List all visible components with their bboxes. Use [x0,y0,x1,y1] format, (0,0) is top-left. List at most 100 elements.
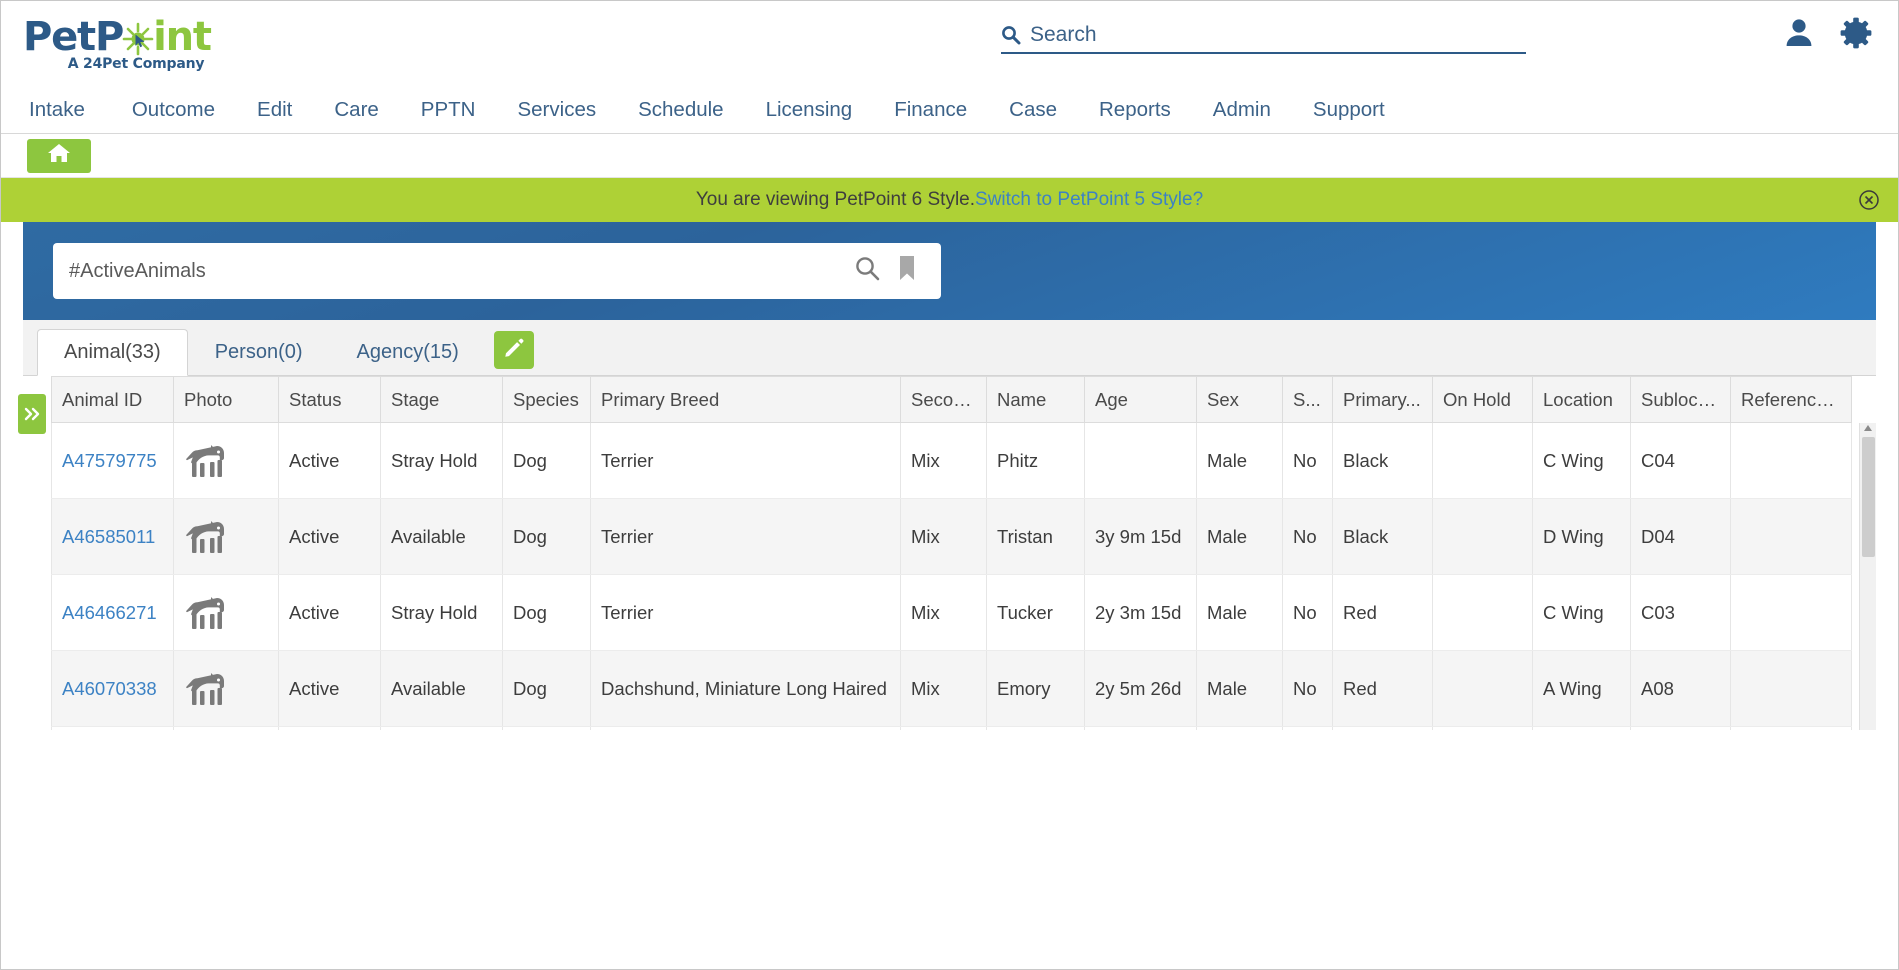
edit-columns-button[interactable] [493,331,534,369]
table-row[interactable]: A45453899 ActiveEvaluateCatDomestic Short… [51,726,1852,730]
cell-altered: No [1282,650,1333,727]
tab-animal-label: Animal(33) [64,341,161,363]
table-row[interactable]: A46585011 Active Available Dog Terrier Mix Tri… [51,498,1852,575]
petpoint-logo[interactable]: PetP int A 24Pet Company [23,16,223,72]
cell-status: Active [278,726,381,730]
cell-primary-breed: Terrier [590,574,901,651]
column-header-altered[interactable]: S... [1282,376,1333,423]
search-icon[interactable] [854,255,881,287]
cell-on-hold [1432,650,1533,727]
cell-animal-id[interactable]: A47579775 [51,422,174,499]
animal-results-table: Animal ID Photo Status Stage Species Pri… [51,376,1852,730]
close-circle-icon[interactable] [1858,189,1880,211]
nav-item-care[interactable]: Care [334,97,379,121]
cell-sublocation: C03 [1630,574,1731,651]
column-header-sublocation[interactable]: Subloca... [1630,376,1731,423]
grid-vertical-scrollbar[interactable] [1859,423,1876,730]
cell-animal-id[interactable]: A46070338 [51,650,174,727]
column-header-photo[interactable]: Photo [173,376,279,423]
animal-id-link[interactable]: A46585011 [62,525,156,547]
column-header-primary-color[interactable]: Primary... [1332,376,1433,423]
dog-icon [186,444,224,477]
cell-status: Active [278,498,381,575]
search-box-actions [854,255,925,287]
nav-item-services[interactable]: Services [517,97,597,121]
cell-species: Cat [502,726,591,730]
nav-item-case[interactable]: Case [1009,97,1057,121]
column-header-animal-id[interactable]: Animal ID [51,376,174,423]
dog-icon [186,672,224,705]
bookmark-icon[interactable] [897,255,917,287]
table-row[interactable]: A46070338 Active Available Dog Dachshund, Mi… [51,650,1852,727]
switch-style-link[interactable]: Switch to PetPoint 5 Style? [975,189,1204,210]
nav-item-schedule[interactable]: Schedule [638,97,724,121]
cell-primary-color: Black [1332,726,1433,730]
column-header-primary-breed[interactable]: Primary Breed [590,376,901,423]
global-search[interactable] [1001,23,1526,54]
column-header-secondary-breed[interactable]: Secon... [900,376,987,423]
secondary-toolbar [1,134,1898,178]
tab-person-label: Person(0) [214,340,303,363]
nav-item-pptn[interactable]: PPTN [420,97,476,121]
search-input[interactable] [1030,23,1500,47]
table-row[interactable]: A46466271 Active Stray Hold Dog Terrier Mix Tu… [51,574,1852,651]
nav-item-licensing[interactable]: Licensing [765,97,853,121]
column-header-status[interactable]: Status [278,376,381,423]
cell-secondary-breed: Mix [900,498,987,575]
cell-location: C Wing [1532,422,1631,499]
results-grid-scroll: Animal ID Photo Status Stage Species Pri… [51,376,1862,730]
user-icon[interactable] [1782,16,1816,55]
cell-animal-id[interactable]: A46585011 [51,498,174,575]
gear-icon[interactable] [1838,15,1874,56]
cell-primary-color: Red [1332,650,1433,727]
chevron-double-right-icon[interactable] [18,394,46,434]
column-header-reference-id[interactable]: Reference ID [1730,376,1852,423]
dog-icon [186,596,224,629]
cell-animal-id[interactable]: A45453899 [51,726,174,730]
column-header-name[interactable]: Name [986,376,1085,423]
column-header-age[interactable]: Age [1084,376,1197,423]
nav-item-support[interactable]: Support [1312,97,1385,121]
cell-location: A Wing [1532,650,1631,727]
table-row[interactable]: A47579775 Active Stray Hold Dog Terrier Mix Ph… [51,422,1852,499]
header-icon-group [1782,15,1874,56]
nav-item-edit[interactable]: Edit [257,97,293,121]
cell-species: Dog [502,498,591,575]
logo-wordmark: PetP int [23,16,223,58]
advanced-search-input[interactable] [69,259,854,283]
scroll-up-arrow-icon[interactable] [1864,425,1872,431]
nav-item-admin[interactable]: Admin [1212,97,1271,121]
cell-stage: Evaluate [380,726,503,730]
cell-age [1084,422,1197,499]
nav-item-outcome[interactable]: Outcome [131,97,216,121]
advanced-search-box[interactable] [53,243,941,299]
nav-item-reports[interactable]: Reports [1099,97,1171,121]
tab-animal[interactable]: Animal(33) [37,329,188,376]
cell-altered: No [1282,498,1333,575]
cell-sublocation: D04 [1630,498,1731,575]
cell-status: Active [278,650,381,727]
nav-item-intake[interactable]: Intake [29,97,85,121]
cell-sublocation: C04 [1630,422,1731,499]
column-header-on-hold[interactable]: On Hold [1432,376,1533,423]
column-header-sex[interactable]: Sex [1196,376,1283,423]
cell-altered: No [1282,422,1333,499]
animal-id-link[interactable]: A46466271 [62,601,157,623]
cell-sex: Male [1196,650,1283,727]
cell-reference-id [1730,650,1852,727]
cell-reference-id [1730,574,1852,651]
animal-id-link[interactable]: A47579775 [62,449,157,471]
scrollbar-thumb[interactable] [1862,437,1875,557]
column-header-location[interactable]: Location [1532,376,1631,423]
cell-primary-breed: Terrier [590,498,901,575]
home-button[interactable] [27,138,91,173]
column-header-stage[interactable]: Stage [380,376,503,423]
cell-sublocation: Clinic K... [1630,726,1731,730]
column-header-species[interactable]: Species [502,376,591,423]
cell-animal-id[interactable]: A46466271 [51,574,174,651]
tab-person[interactable]: Person(0) [188,328,330,375]
nav-item-finance[interactable]: Finance [894,97,968,121]
animal-id-link[interactable]: A46070338 [62,677,157,699]
tab-agency[interactable]: Agency(15) [330,328,486,375]
results-grid-area: Animal ID Photo Status Stage Species Pri… [18,376,1876,730]
